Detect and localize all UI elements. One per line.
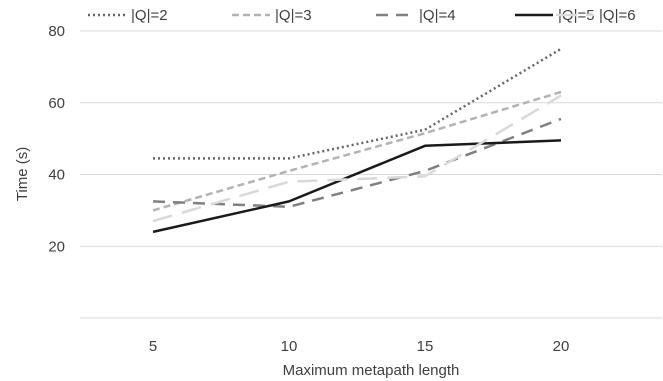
- series-line: [152, 94, 562, 223]
- x-tick-label: 20: [553, 338, 570, 355]
- y-tick-label: 60: [48, 95, 65, 112]
- x-axis-title: Maximum metapath length: [283, 362, 460, 379]
- series-line: [152, 139, 562, 234]
- gridlines: [80, 30, 662, 319]
- legend-label: |Q|=2: [131, 7, 168, 24]
- series-line: [152, 90, 562, 212]
- legend-label: |Q|=3: [275, 7, 312, 24]
- x-axis-ticks: 5 10 15 20: [149, 338, 570, 355]
- legend-label: |Q|=4: [419, 7, 456, 24]
- series-line: [152, 117, 562, 209]
- y-tick-label: 40: [48, 167, 65, 184]
- x-tick-label: 5: [149, 338, 157, 355]
- legend: |Q|=2 |Q|=3 |Q|=4 |Q|=5 |Q|=6: [88, 7, 636, 24]
- legend-label: |Q|=5: [558, 7, 595, 24]
- y-tick-label: 20: [48, 238, 65, 255]
- series-line: [153, 47, 562, 160]
- y-tick-label: 80: [48, 23, 65, 40]
- y-axis-title: Time (s): [14, 147, 31, 201]
- y-axis-ticks: 20 40 60 80: [48, 23, 65, 255]
- legend-label: |Q|=6: [599, 7, 636, 24]
- x-tick-label: 15: [417, 338, 434, 355]
- x-tick-label: 10: [281, 338, 298, 355]
- series-lines: [152, 47, 562, 234]
